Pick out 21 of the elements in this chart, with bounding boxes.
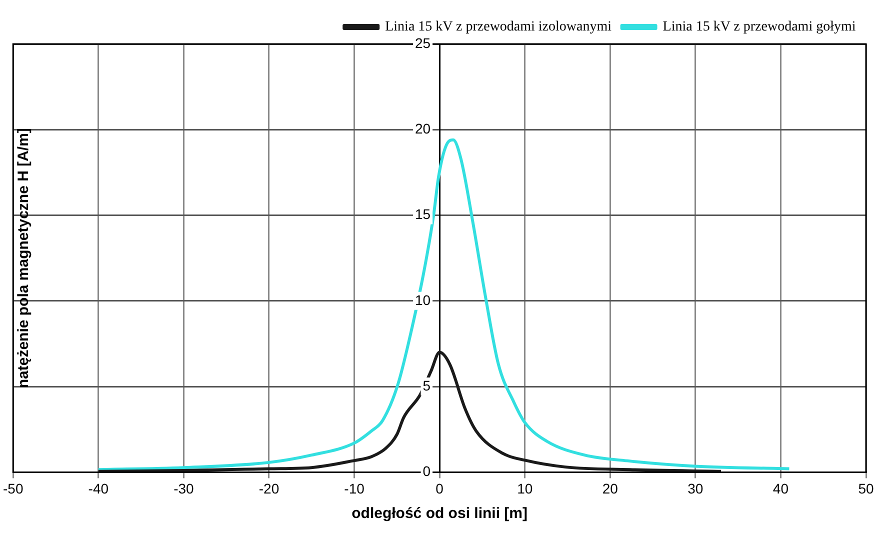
y-tick-label: 20 — [414, 120, 431, 136]
x-tick-label: -30 — [174, 480, 194, 496]
x-tick-label: 50 — [858, 480, 874, 496]
x-tick-label: 20 — [602, 480, 618, 496]
y-tick-label: 0 — [422, 463, 431, 480]
y-tick-label: 15 — [414, 206, 431, 222]
x-tick-label: 0 — [436, 480, 444, 496]
y-axis-title: natężenie pola magnetyczne H [A/m] — [15, 128, 32, 388]
legend-label: Linia 15 kV z przewodami izolowanymi — [385, 20, 612, 35]
x-tick-label: 30 — [688, 480, 704, 496]
x-tick-label: -50 — [3, 480, 24, 496]
y-tick-label: 25 — [414, 34, 431, 51]
legend-label: Linia 15 kV z przewodami gołymi — [662, 20, 856, 35]
x-tick-label: 40 — [772, 480, 789, 496]
x-tick-label: -20 — [258, 480, 280, 496]
y-tick-label: 5 — [422, 377, 431, 394]
x-tick-label: -10 — [344, 480, 365, 496]
x-tick-label: 10 — [517, 480, 533, 496]
x-axis-title: odległość od osi linii [m] — [352, 505, 528, 522]
y-tick-label: 10 — [414, 292, 431, 308]
x-tick-label: -40 — [88, 480, 109, 496]
